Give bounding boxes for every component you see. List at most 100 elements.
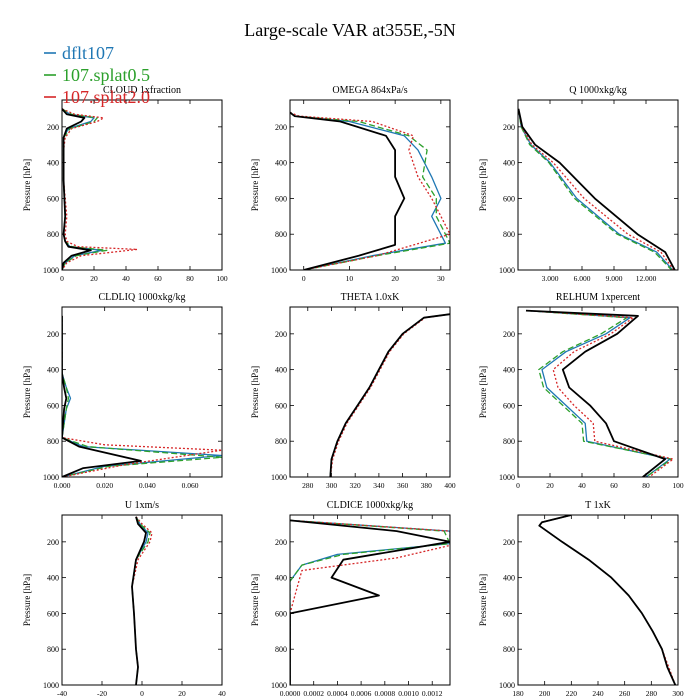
y-tick-label: 800 xyxy=(503,437,515,446)
y-tick-label: 400 xyxy=(503,159,515,168)
y-tick-label: 400 xyxy=(47,159,59,168)
x-tick-label: 12.000 xyxy=(636,274,657,283)
chart-panel: THETA 1.0xK Pressure [hPa] 200 400 600 800 100… xyxy=(250,292,456,490)
x-tick-label: 380 xyxy=(421,481,433,490)
y-tick-label: 600 xyxy=(503,609,515,618)
x-tick-label: 20 xyxy=(391,274,399,283)
x-tick-label: 400 xyxy=(444,481,456,490)
x-tick-label: 80 xyxy=(186,274,194,283)
legend-label: 107.splat0.5 xyxy=(62,65,150,85)
y-tick-label: 400 xyxy=(47,574,59,583)
x-tick-label: 300 xyxy=(326,481,338,490)
series-line-dflt107 xyxy=(290,111,447,270)
chart-panel: CLDICE 1000xkg/kg Pressure [hPa] 200 400 600… xyxy=(250,500,451,698)
series-line-control xyxy=(62,108,92,270)
x-tick-label: 0.0002 xyxy=(303,689,324,698)
x-tick-label: 0 xyxy=(60,274,64,283)
panel-title: Q 1000xkg/kg xyxy=(569,85,627,96)
y-tick-label: 1000 xyxy=(499,266,515,275)
y-axis-label: Pressure [hPa] xyxy=(478,159,488,211)
y-tick-label: 600 xyxy=(47,194,59,203)
series-line-control xyxy=(62,315,142,477)
y-tick-label: 600 xyxy=(275,609,287,618)
series-line-107-splat2-0 xyxy=(518,108,675,270)
x-tick-label: 40 xyxy=(578,481,586,490)
series-group xyxy=(131,516,153,685)
series-line-107-splat2-0 xyxy=(62,108,138,270)
y-tick-label: 800 xyxy=(47,645,59,654)
x-tick-label: 60 xyxy=(610,481,618,490)
series-line-107-splat0-5 xyxy=(131,516,151,685)
panel-frame xyxy=(517,514,679,686)
panel-frame xyxy=(61,99,223,271)
series-line-dflt107 xyxy=(290,519,450,685)
series-line-107-splat0-5 xyxy=(290,519,450,685)
y-tick-label: 800 xyxy=(275,437,287,446)
series-line-dflt107 xyxy=(525,309,671,477)
x-tick-label: 0.000 xyxy=(54,481,71,490)
y-axis-label: Pressure [hPa] xyxy=(250,366,260,418)
x-tick-label: 320 xyxy=(350,481,362,490)
y-tick-label: 200 xyxy=(47,123,59,132)
y-tick-label: 200 xyxy=(275,330,287,339)
series-line-107-splat2-0 xyxy=(329,313,450,477)
series-group xyxy=(525,309,674,477)
series-line-dflt107 xyxy=(329,313,450,477)
x-tick-label: 20 xyxy=(90,274,98,283)
series-line-107-splat2-0 xyxy=(290,519,450,685)
y-tick-label: 200 xyxy=(47,330,59,339)
panel-frame xyxy=(289,99,451,271)
y-tick-label: 800 xyxy=(503,230,515,239)
panel-frame xyxy=(289,306,451,478)
series-line-dflt107 xyxy=(62,315,222,477)
panel-title: CLDLIQ 1000xkg/kg xyxy=(99,292,186,303)
series-line-control xyxy=(538,515,677,685)
y-tick-label: 800 xyxy=(275,230,287,239)
y-tick-label: 1000 xyxy=(43,681,59,690)
y-tick-label: 400 xyxy=(275,366,287,375)
x-tick-label: 3.000 xyxy=(542,274,559,283)
x-tick-label: 40 xyxy=(218,689,226,698)
series-group xyxy=(518,108,676,270)
series-group xyxy=(329,313,450,477)
x-tick-label: 20 xyxy=(546,481,554,490)
y-tick-label: 200 xyxy=(47,538,59,547)
x-tick-label: 80 xyxy=(642,481,650,490)
series-group xyxy=(62,108,138,270)
legend-label: 107.splat2.0 xyxy=(62,87,150,107)
y-tick-label: 200 xyxy=(275,123,287,132)
x-tick-label: 60 xyxy=(154,274,162,283)
panel-frame xyxy=(61,514,223,686)
y-axis-label: Pressure [hPa] xyxy=(250,574,260,626)
y-axis-label: Pressure [hPa] xyxy=(22,366,32,418)
x-tick-label: 220 xyxy=(566,689,578,698)
x-tick-label: 0 xyxy=(302,274,306,283)
series-line-control xyxy=(525,309,667,477)
panel-frame xyxy=(517,306,679,478)
x-tick-label: 260 xyxy=(619,689,631,698)
x-tick-label: 0 xyxy=(140,689,144,698)
x-tick-label: 0.0010 xyxy=(398,689,419,698)
x-tick-label: 0.040 xyxy=(139,481,156,490)
chart-panel: Q 1000xkg/kg Pressure [hPa] 200 400 600 800 10… xyxy=(478,85,679,283)
y-tick-label: 400 xyxy=(503,574,515,583)
y-tick-label: 400 xyxy=(275,159,287,168)
y-tick-label: 600 xyxy=(275,401,287,410)
series-group xyxy=(538,515,677,685)
x-tick-label: 0 xyxy=(516,481,520,490)
x-tick-label: 0.0004 xyxy=(327,689,348,698)
series-line-107-splat0-5 xyxy=(525,309,673,477)
x-tick-label: 0.020 xyxy=(96,481,113,490)
panel-frame xyxy=(61,306,223,478)
y-tick-label: 1000 xyxy=(271,473,287,482)
y-tick-label: 400 xyxy=(503,366,515,375)
y-tick-label: 600 xyxy=(275,194,287,203)
x-tick-label: 280 xyxy=(646,689,658,698)
x-tick-label: 6.000 xyxy=(574,274,591,283)
figure-title: Large-scale VAR at355E,-5N xyxy=(244,20,455,40)
x-tick-label: 0.0008 xyxy=(375,689,396,698)
series-line-control xyxy=(329,313,450,477)
y-tick-label: 1000 xyxy=(271,681,287,690)
